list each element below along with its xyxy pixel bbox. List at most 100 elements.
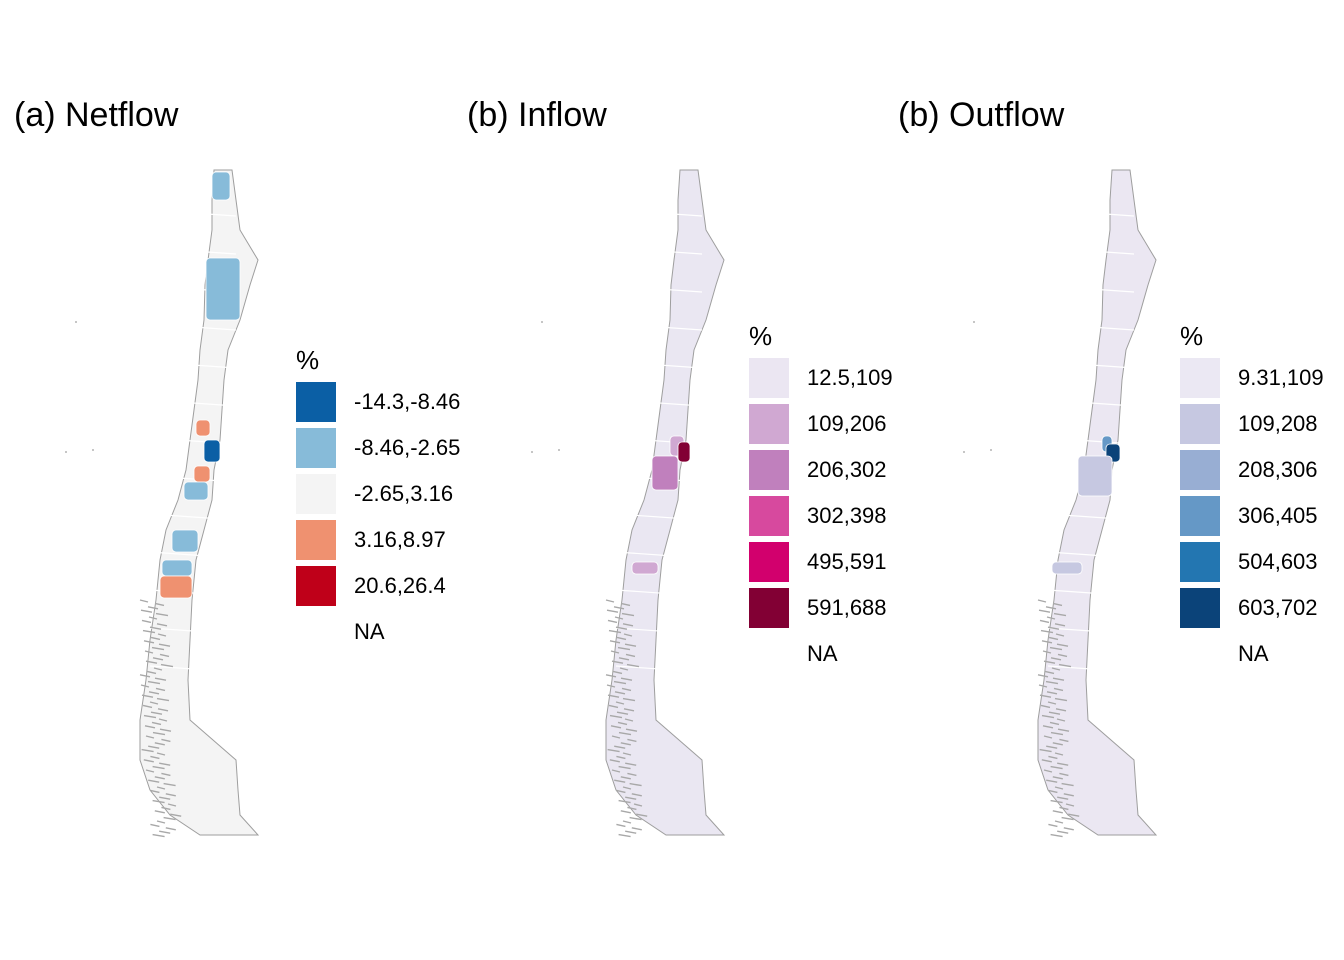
legend-swatch: [1180, 588, 1220, 628]
island-stroke: [1041, 759, 1052, 763]
island-stroke: [1048, 711, 1061, 715]
legend-label: -8.46,-2.65: [354, 435, 461, 460]
island-stroke: [1059, 772, 1069, 777]
legend-label: 504,603: [1238, 549, 1318, 574]
island-stroke: [1063, 827, 1074, 831]
island-stroke: [618, 731, 632, 736]
region-fill: [161, 559, 193, 577]
island-stroke: [616, 755, 626, 760]
region-boundary: [149, 361, 237, 369]
island-stroke: [1050, 657, 1062, 661]
island-stroke: [614, 616, 624, 620]
island-stroke: [1041, 640, 1053, 644]
offshore-island: [558, 449, 560, 451]
island-stroke: [1054, 697, 1068, 702]
island-stroke: [151, 646, 165, 651]
region-fill: [1077, 455, 1113, 497]
island-stroke: [145, 769, 155, 773]
legend-item: 306,405: [1180, 494, 1318, 540]
island-stroke: [1061, 816, 1074, 821]
region-boundary: [615, 627, 703, 635]
island-stroke: [1052, 776, 1063, 780]
island-stroke: [1047, 626, 1060, 630]
offshore-island: [990, 449, 992, 451]
legend-swatch: [749, 358, 789, 398]
region-boundary: [1047, 399, 1135, 407]
legend-label: 495,591: [807, 549, 887, 574]
legend-label: 109,208: [1238, 411, 1318, 436]
legend-swatch: [749, 450, 789, 490]
island-stroke: [608, 629, 622, 634]
legend-swatch: [1180, 450, 1220, 490]
legend-item: 208,306: [1180, 448, 1318, 494]
island-stroke: [615, 626, 628, 630]
legend-outflow: % 9.31,109 109,208 208,306 306,405 504,6…: [1180, 316, 1324, 678]
island-stroke: [1050, 731, 1064, 736]
island-stroke: [1044, 670, 1055, 675]
island-stroke: [616, 636, 627, 641]
island-stroke: [1047, 701, 1057, 705]
island-stroke: [620, 677, 633, 681]
legend-item: 302,398: [749, 494, 887, 540]
island-stroke: [147, 680, 161, 685]
island-stroke: [620, 742, 631, 746]
legend-item: 109,206: [749, 402, 887, 448]
island-stroke: [627, 806, 637, 811]
legend-label: 591,688: [807, 595, 887, 620]
offshore-island: [65, 451, 67, 453]
island-stroke: [150, 789, 160, 794]
island-stroke: [1037, 599, 1047, 603]
island-stroke: [159, 728, 172, 732]
legend-swatch: [296, 612, 336, 652]
island-stroke: [154, 602, 165, 607]
legend-item: 9.31,109: [1180, 356, 1324, 402]
island-stroke: [1050, 833, 1063, 838]
island-stroke: [150, 636, 161, 641]
legend-swatch: [749, 588, 789, 628]
island-stroke: [149, 701, 159, 705]
island-stroke: [161, 772, 171, 777]
island-stroke: [1068, 813, 1080, 817]
legend-item: 504,603: [1180, 540, 1318, 586]
island-stroke: [620, 810, 631, 814]
legend-item: 20.6,26.4: [296, 564, 446, 610]
legend-title: %: [749, 321, 773, 351]
island-stroke: [607, 619, 618, 624]
country-outline: [139, 169, 260, 836]
legend-title: %: [296, 345, 320, 375]
island-stroke: [156, 786, 166, 790]
island-stroke: [625, 830, 637, 834]
region-boundary: [149, 665, 237, 673]
island-stroke: [147, 606, 159, 610]
island-stroke: [155, 687, 166, 692]
legend-swatch: [749, 496, 789, 536]
legend-label: NA: [354, 619, 385, 644]
island-stroke: [1048, 823, 1058, 828]
island-stroke: [1061, 782, 1074, 787]
island-stroke: [154, 776, 165, 780]
island-stroke: [1057, 728, 1070, 732]
island-stroke: [155, 612, 169, 617]
island-stroke: [144, 725, 156, 729]
island-stroke: [636, 813, 648, 817]
region-boundary: [1047, 589, 1135, 597]
region-fill: [205, 257, 241, 321]
island-stroke: [1046, 745, 1058, 749]
legend-label: 20.6,26.4: [354, 573, 446, 598]
island-stroke: [631, 827, 642, 831]
island-stroke: [629, 816, 642, 821]
legend-item: 12.5,109: [749, 356, 893, 402]
island-stroke: [1049, 721, 1060, 726]
legend-item: 495,591: [749, 540, 887, 586]
region-boundary: [615, 209, 703, 217]
island-stroke: [1057, 796, 1069, 800]
legend-item: 603,702: [1180, 586, 1318, 632]
island-stroke: [1046, 616, 1056, 620]
chile-map-netflow: [65, 169, 260, 838]
island-stroke: [142, 629, 156, 634]
island-stroke: [1057, 762, 1069, 766]
island-stroke: [608, 704, 619, 709]
island-stroke: [143, 714, 157, 719]
island-stroke: [144, 650, 154, 654]
region-boundary: [1047, 247, 1135, 255]
